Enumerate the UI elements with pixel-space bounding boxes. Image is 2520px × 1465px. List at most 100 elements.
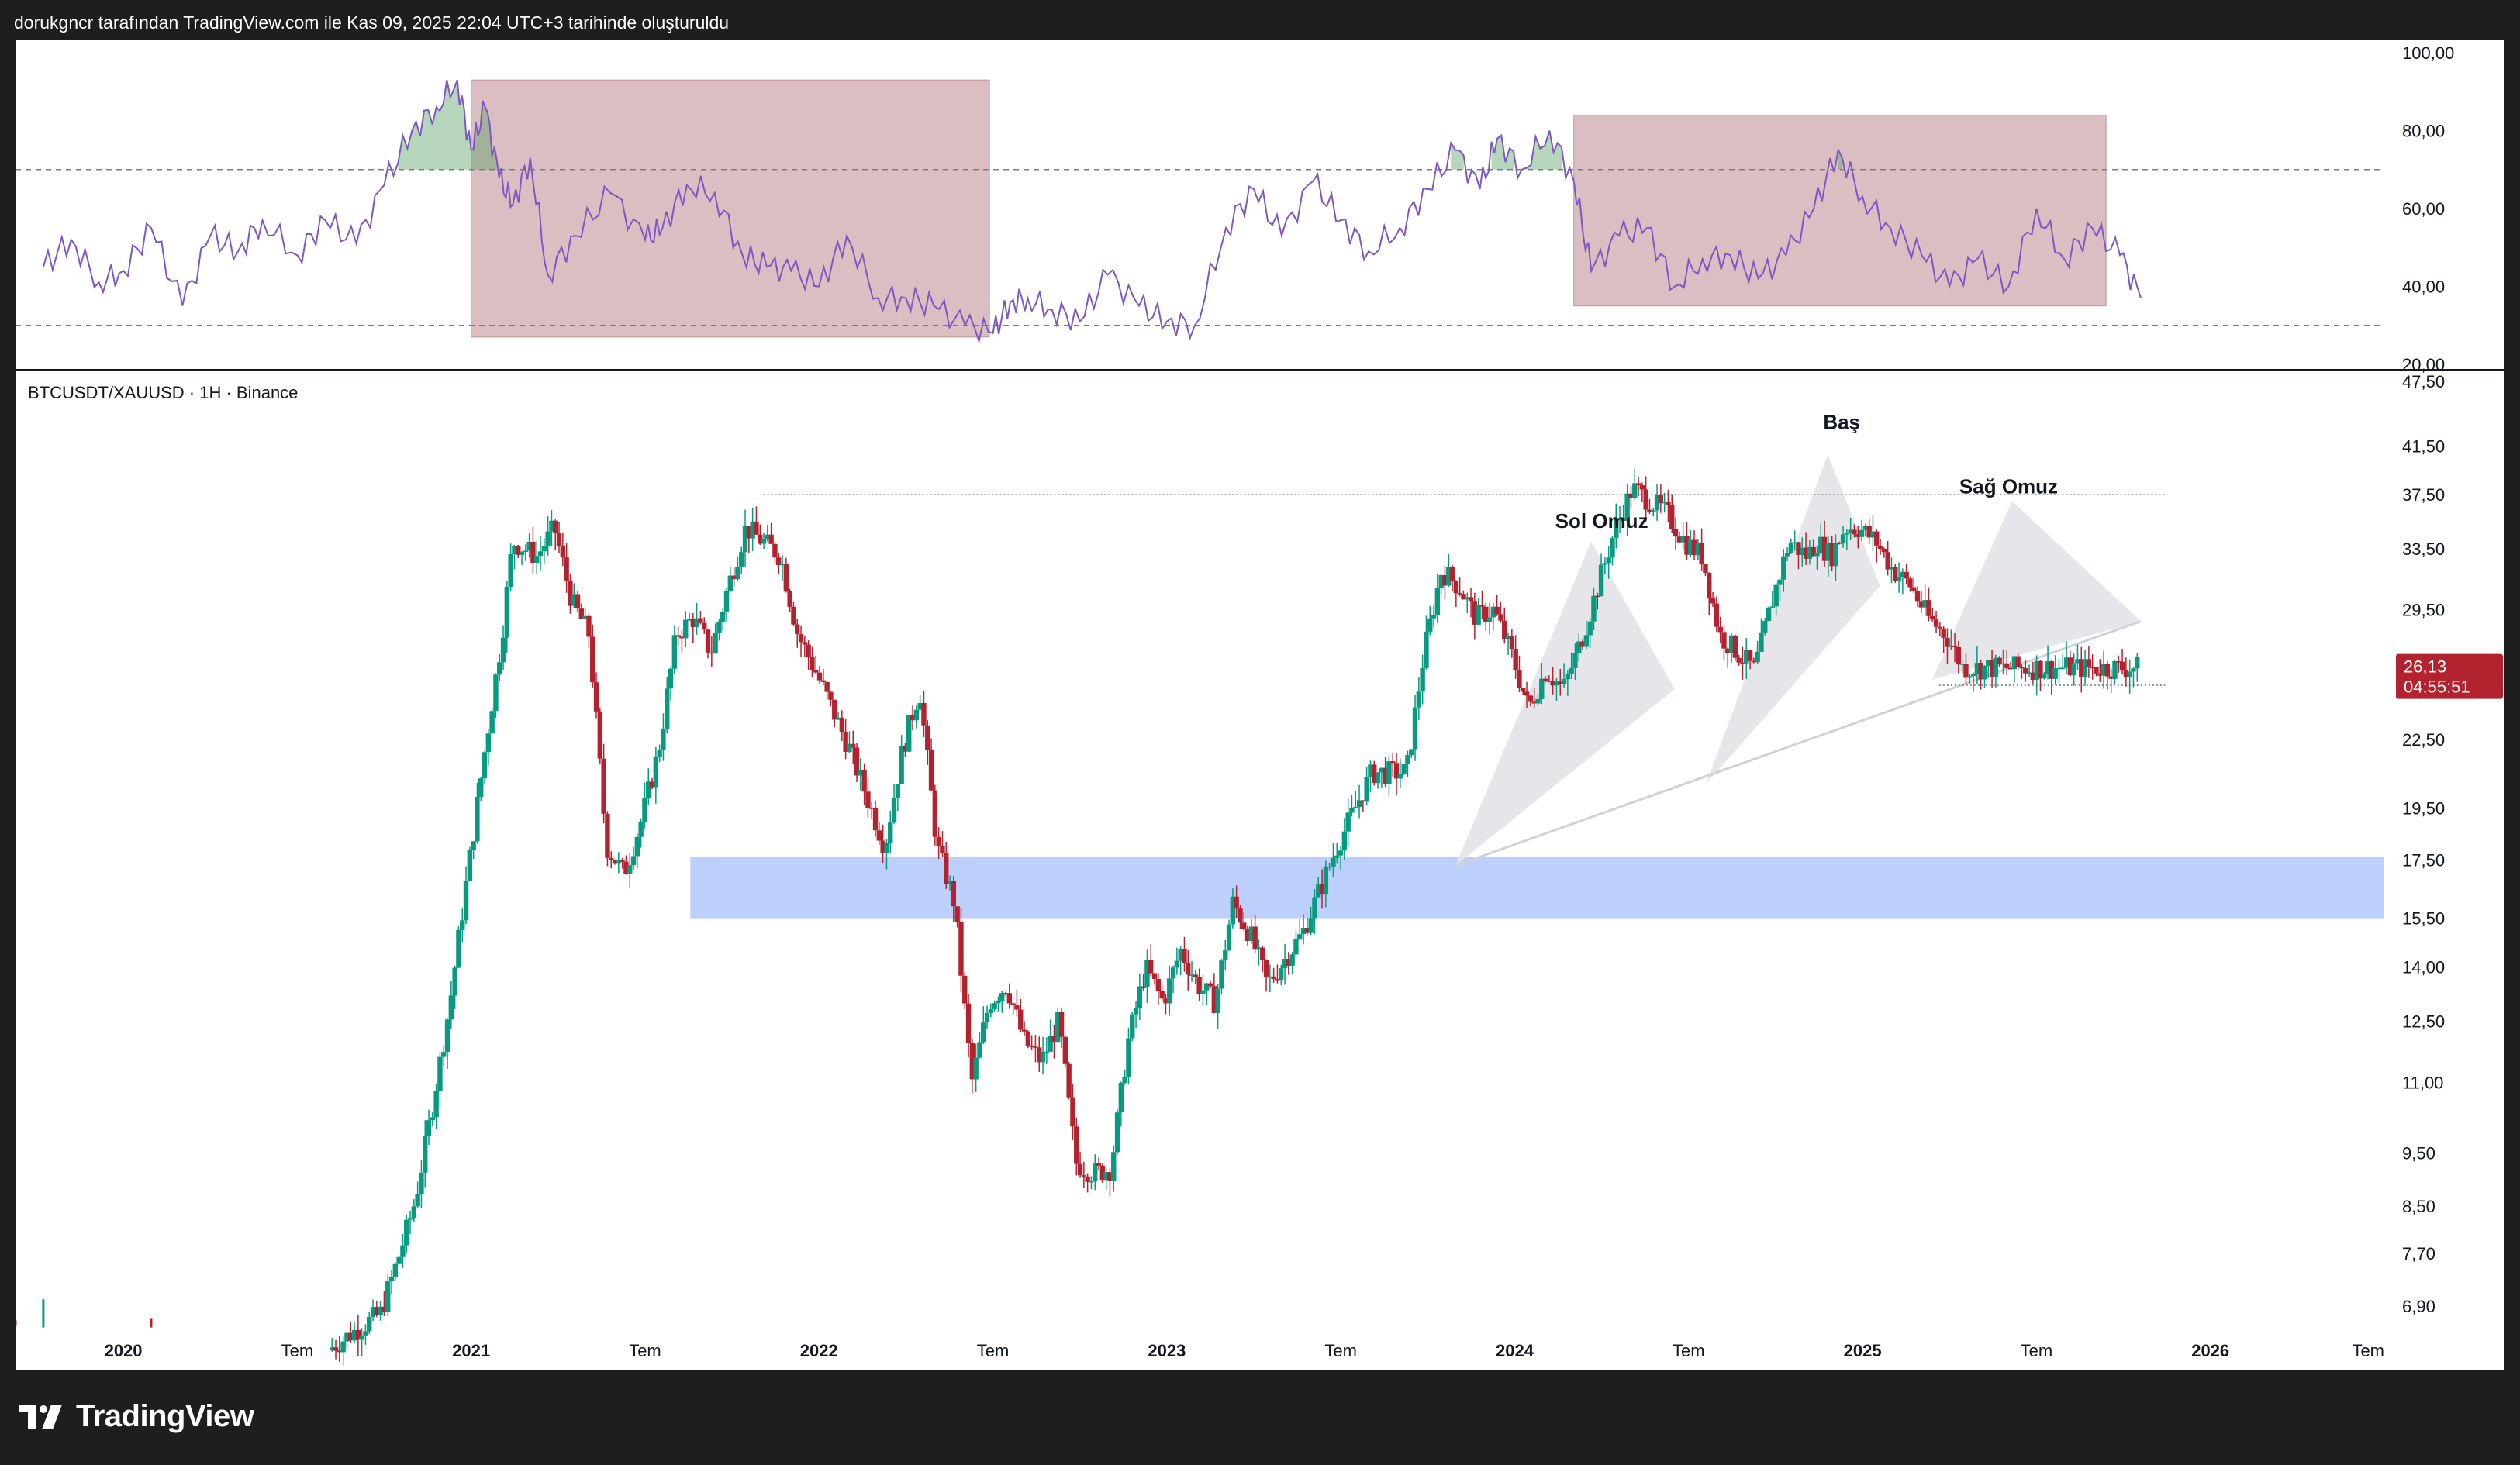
candle-body bbox=[497, 662, 502, 675]
candle-body bbox=[1989, 660, 1995, 677]
candle-body bbox=[1170, 967, 1176, 979]
candle bbox=[661, 713, 666, 761]
candle bbox=[500, 625, 506, 670]
price-tick-6,90: 6,90 bbox=[2402, 1297, 2435, 1316]
candle bbox=[415, 1181, 420, 1209]
candle bbox=[1066, 1061, 1072, 1100]
candle-body bbox=[1412, 707, 1418, 750]
candle bbox=[348, 1322, 354, 1343]
candle-body bbox=[1490, 606, 1496, 618]
candle-body bbox=[1364, 777, 1369, 802]
candle-body bbox=[330, 1347, 335, 1350]
candle-body bbox=[1840, 534, 1846, 544]
candle-body bbox=[1673, 529, 1679, 537]
candle-body bbox=[1066, 1063, 1072, 1098]
candle bbox=[917, 695, 923, 711]
candle bbox=[1517, 655, 1522, 692]
candle bbox=[1811, 539, 1816, 557]
candle-body bbox=[965, 1003, 972, 1043]
candle bbox=[1029, 1035, 1034, 1050]
candle bbox=[1279, 964, 1284, 986]
candle-body bbox=[471, 841, 476, 850]
candle bbox=[824, 680, 830, 700]
candle bbox=[1241, 912, 1247, 932]
candle-body bbox=[463, 881, 469, 921]
candle-body bbox=[1967, 676, 1973, 678]
candle-body bbox=[1610, 538, 1615, 558]
candle-body bbox=[493, 674, 499, 712]
candle bbox=[1442, 565, 1448, 600]
candle-body bbox=[1684, 536, 1690, 555]
candle bbox=[944, 841, 949, 889]
candle-body bbox=[1550, 681, 1555, 686]
candle bbox=[779, 554, 785, 581]
candle bbox=[768, 522, 774, 545]
candle bbox=[616, 852, 622, 874]
candle bbox=[798, 625, 804, 657]
candle bbox=[1896, 562, 1902, 593]
candle bbox=[1200, 974, 1206, 1007]
candle-body bbox=[828, 691, 834, 700]
candle bbox=[1621, 505, 1627, 528]
candle-body bbox=[1234, 896, 1239, 909]
candle-body bbox=[1211, 986, 1217, 1013]
chart-panel[interactable]: 100,00 80,00 60,00 40,00 20,00 Sol Omuz Baş Sa… bbox=[14, 40, 2504, 1370]
candle-body bbox=[2104, 664, 2111, 677]
candle bbox=[1300, 914, 1307, 945]
candle-body bbox=[553, 520, 558, 533]
candle bbox=[1331, 843, 1336, 877]
candle bbox=[1643, 476, 1648, 522]
candle-body bbox=[411, 1206, 417, 1219]
candle-body bbox=[1796, 542, 1801, 555]
candle bbox=[1684, 522, 1690, 560]
candle-body bbox=[1546, 681, 1552, 682]
candle-body bbox=[1881, 548, 1887, 553]
candle bbox=[2011, 655, 2018, 683]
candle bbox=[1483, 602, 1489, 631]
price-tick-15,50: 15,50 bbox=[2402, 909, 2445, 929]
candle bbox=[969, 1038, 975, 1094]
candle bbox=[1230, 888, 1236, 929]
chart-canvas[interactable]: 100,00 80,00 60,00 40,00 20,00 Sol Omuz Baş Sa… bbox=[14, 40, 2504, 1370]
candle-body bbox=[1855, 534, 1861, 537]
candle-body bbox=[1438, 574, 1444, 588]
candle bbox=[1211, 973, 1217, 1014]
candle-body bbox=[578, 608, 585, 619]
candle-body bbox=[1293, 939, 1299, 955]
brand[interactable]: TradingView bbox=[19, 1399, 254, 1434]
candle bbox=[1695, 539, 1701, 560]
candle bbox=[694, 602, 699, 635]
candle bbox=[1446, 553, 1452, 587]
candle bbox=[1654, 484, 1660, 521]
candle-body bbox=[1029, 1046, 1034, 1047]
candle bbox=[1111, 1145, 1117, 1192]
candle bbox=[1144, 949, 1150, 1004]
candle bbox=[1252, 914, 1258, 954]
candle bbox=[1550, 667, 1555, 695]
candle-body bbox=[973, 1057, 979, 1080]
candle bbox=[709, 636, 715, 667]
candle bbox=[1784, 547, 1790, 562]
candle bbox=[1610, 536, 1615, 566]
candle bbox=[627, 853, 633, 889]
candle bbox=[903, 743, 908, 757]
time-tick: 2020 bbox=[105, 1341, 143, 1360]
candle-body bbox=[593, 682, 599, 712]
candle bbox=[2123, 657, 2129, 687]
candle-body bbox=[582, 615, 588, 619]
candle bbox=[553, 519, 558, 550]
candle bbox=[586, 612, 592, 648]
candle bbox=[1051, 1025, 1057, 1059]
pattern-label: Baş bbox=[1823, 411, 1860, 434]
candle bbox=[965, 994, 972, 1057]
candle-body bbox=[2112, 661, 2118, 679]
candle-body bbox=[374, 1307, 380, 1315]
candle bbox=[988, 1003, 994, 1018]
candle bbox=[1193, 970, 1199, 984]
candle-body bbox=[1821, 536, 1828, 561]
candle bbox=[1189, 960, 1195, 982]
candle-body bbox=[992, 1003, 997, 1010]
candle bbox=[1275, 964, 1280, 984]
candle bbox=[1732, 634, 1738, 662]
candle bbox=[958, 908, 964, 993]
